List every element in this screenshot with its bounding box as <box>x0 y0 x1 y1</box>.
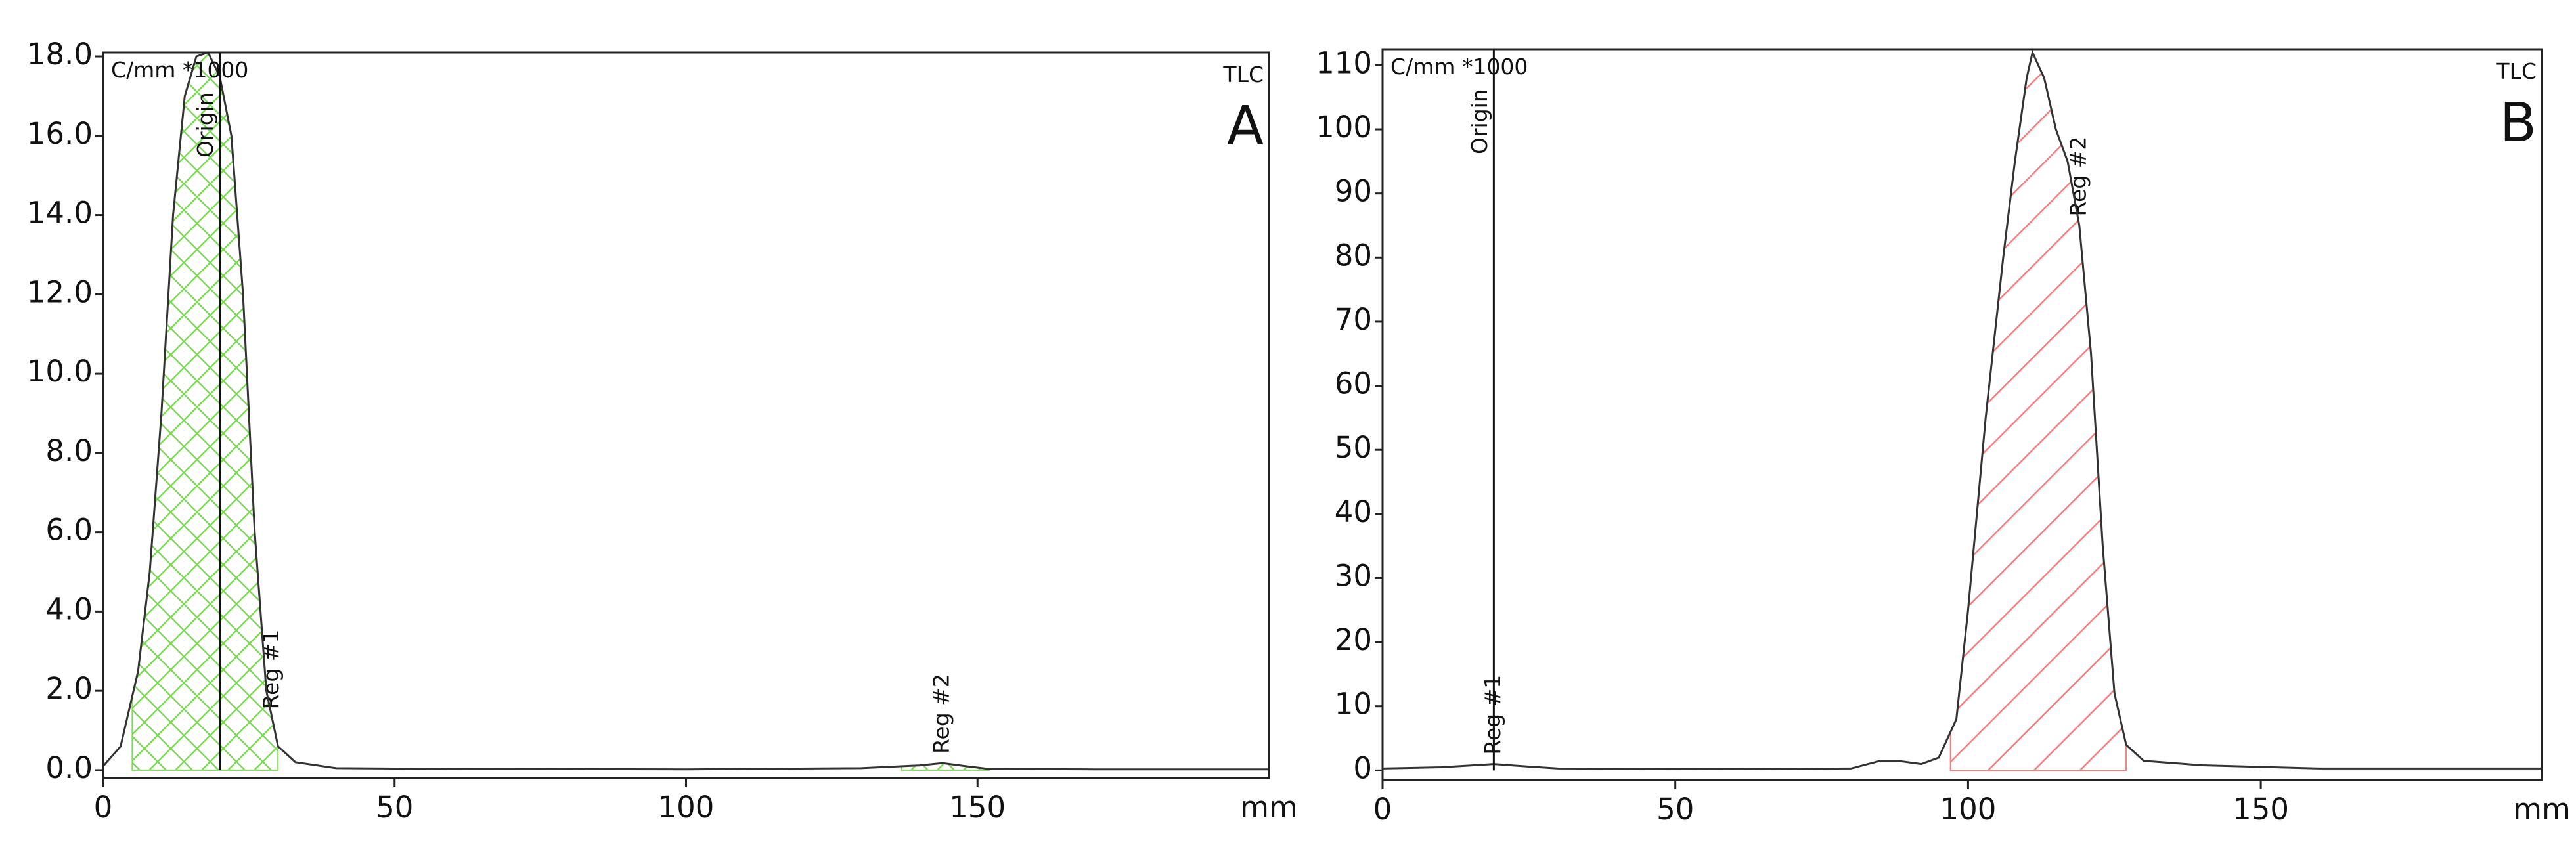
y-tick-label: 2.0 <box>45 671 93 706</box>
y-tick-label: 4.0 <box>45 592 93 626</box>
panel-label: A <box>1227 95 1264 158</box>
y-tick-label: 0 <box>1353 750 1372 785</box>
y-tick-label: 100 <box>1316 110 1372 144</box>
y-tick-label: 10.0 <box>27 354 93 389</box>
y-tick-label: 80 <box>1335 238 1372 272</box>
y-tick-label: 18.0 <box>27 37 93 72</box>
region-area <box>131 51 279 771</box>
x-unit: mm <box>2513 792 2571 827</box>
x-tick-label: 50 <box>1656 792 1694 827</box>
x-tick-label: 0 <box>1373 792 1392 827</box>
y-tick-label: 90 <box>1335 174 1372 209</box>
x-tick-label: 150 <box>2232 792 2289 827</box>
x-tick-label: 100 <box>658 790 715 825</box>
region-label: Reg #2 <box>2065 137 2091 217</box>
y-tick-label: 16.0 <box>27 116 93 151</box>
method-label: TLC <box>2495 58 2537 84</box>
x-tick-label: 100 <box>1940 792 1996 827</box>
x-tick-label: 150 <box>949 790 1006 825</box>
chart-panel: 0.0 2.0 4.0 6.0 8.0 10.0 12.0 14.0 16.0 18.0 0 50 10… <box>27 37 1298 825</box>
y-tick-label: 6.0 <box>45 513 93 548</box>
trace-line <box>1382 49 2542 770</box>
y-tick-label: 50 <box>1335 430 1372 465</box>
y-tick-label: 110 <box>1316 45 1372 80</box>
y-tick-label: 20 <box>1335 622 1372 657</box>
y-tick-label: 60 <box>1335 366 1372 401</box>
x-unit: mm <box>1240 790 1298 825</box>
trace-line <box>102 51 1269 771</box>
plot-frame <box>102 51 1270 779</box>
origin-label: Origin <box>192 92 218 158</box>
plot-frame <box>1381 48 2543 781</box>
y-tick-label: 40 <box>1335 494 1372 529</box>
y-tick-label: 0.0 <box>45 750 93 785</box>
y-tick-label: 10 <box>1335 687 1372 722</box>
origin-label: Origin <box>1467 89 1492 154</box>
method-label: TLC <box>1222 62 1264 87</box>
unit-label: C/mm *1000 <box>111 57 248 83</box>
panel-label: B <box>2500 92 2537 154</box>
y-tick-label: 30 <box>1335 558 1372 593</box>
y-tick-label: 70 <box>1335 302 1372 337</box>
x-tick-label: 50 <box>376 790 413 825</box>
region-area <box>1949 50 2127 771</box>
x-tick-label: 0 <box>94 790 113 825</box>
y-tick-label: 12.0 <box>27 274 93 309</box>
region-label: Reg #1 <box>1480 675 1505 755</box>
region-label: Reg #2 <box>929 674 954 754</box>
y-tick-label: 8.0 <box>45 433 93 468</box>
y-tick-label: 14.0 <box>27 196 93 230</box>
unit-label: C/mm *1000 <box>1390 54 1528 79</box>
chart-panel: 0 10 20 30 40 50 60 70 80 90 100 110 0 50 100 150 mm Reg … <box>1316 45 2571 827</box>
